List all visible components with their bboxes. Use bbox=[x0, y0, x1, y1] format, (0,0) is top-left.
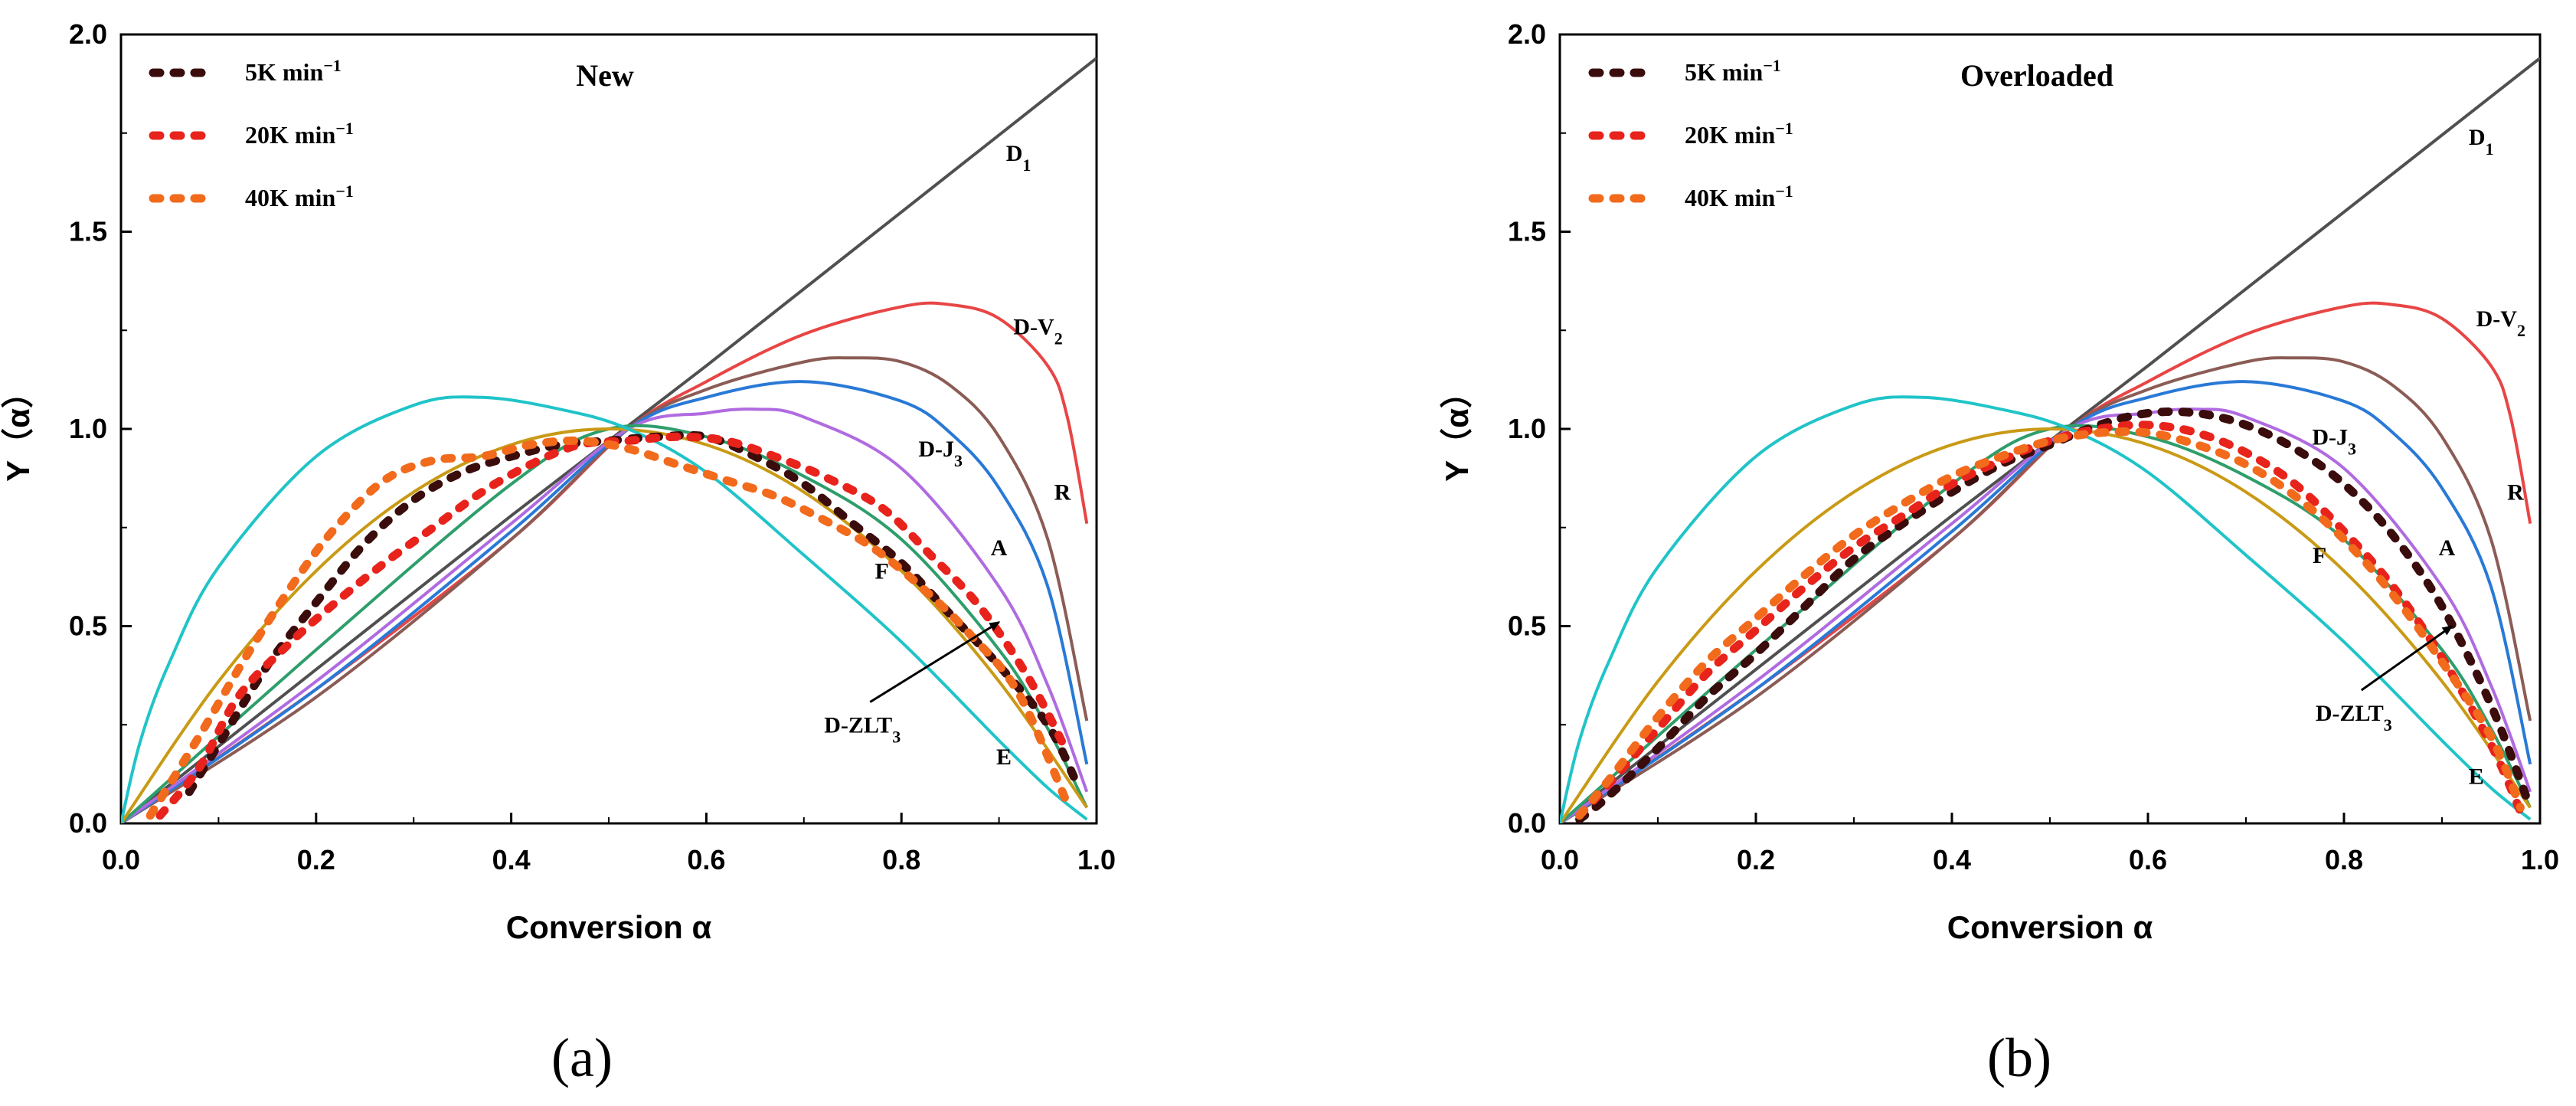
x-tick-label: 0.2 bbox=[1737, 844, 1775, 875]
curve-label-d-j3: D-J3 bbox=[2312, 425, 2356, 459]
model-curve-a bbox=[1560, 407, 2532, 823]
curve-label-e: E bbox=[996, 744, 1012, 770]
subfigure-label: (a) bbox=[551, 1027, 613, 1088]
model-curve-e bbox=[1560, 395, 2532, 823]
legend-label: 5K min−1 bbox=[245, 56, 342, 87]
y-tick-label: 2.0 bbox=[1508, 18, 1546, 50]
experimental-series-2 bbox=[1575, 420, 2525, 820]
x-tick-label: 0.8 bbox=[882, 844, 920, 875]
curve-label-r: R bbox=[1054, 480, 1071, 506]
curve-label-d-v2: D-V2 bbox=[1013, 314, 1062, 348]
x-tick-label: 0.2 bbox=[297, 844, 335, 875]
model-curve-d-j3 bbox=[121, 380, 1089, 823]
x-tick-label: 0.4 bbox=[492, 844, 531, 875]
x-axis-title: Conversion α bbox=[506, 909, 712, 945]
legend-label: 20K min−1 bbox=[1685, 119, 1793, 149]
curve-label-f: F bbox=[875, 559, 889, 584]
x-tick-label: 0.0 bbox=[102, 844, 140, 875]
curve-label-r: R bbox=[2507, 480, 2524, 506]
model-curve-d-v2 bbox=[121, 301, 1089, 823]
x-tick-label: 1.0 bbox=[2521, 844, 2559, 875]
curve-label-a: A bbox=[991, 535, 1008, 561]
curve-label-d-j3: D-J3 bbox=[918, 437, 963, 470]
annotation-label-d-zlt3: D-ZLT3 bbox=[2316, 701, 2392, 735]
y-tick-label: 0.5 bbox=[69, 610, 107, 642]
y-axis-title: Y（α） bbox=[1439, 376, 1475, 482]
annotation-label-d-zlt3: D-ZLT3 bbox=[824, 713, 901, 747]
y-tick-label: 1.0 bbox=[1508, 413, 1546, 444]
panel-title: Overloaded bbox=[1960, 58, 2113, 93]
model-curve-a bbox=[121, 407, 1089, 823]
x-tick-label: 0.6 bbox=[687, 844, 725, 875]
model-curve-r bbox=[1560, 356, 2532, 823]
model-curve-d-v2 bbox=[1560, 301, 2532, 823]
panel-a: 0.0 0.2 0.4 0.6 0.8 1.0 0.0 0.5 1.0 1.5 2.0 Convers… bbox=[0, 18, 1116, 945]
model-curve-r bbox=[121, 356, 1089, 823]
y-axis-title: Y（α） bbox=[0, 376, 36, 482]
curve-label-d1: D1 bbox=[2469, 125, 2494, 159]
legend-label: 40K min−1 bbox=[1685, 182, 1793, 212]
legend-label: 20K min−1 bbox=[245, 119, 354, 149]
legend-label: 40K min−1 bbox=[245, 182, 354, 212]
y-tick-label: 0.0 bbox=[1508, 807, 1546, 839]
y-tick-label: 1.5 bbox=[1508, 216, 1546, 247]
y-tick-label: 1.5 bbox=[69, 216, 107, 247]
x-axis-title: Conversion α bbox=[1947, 909, 2153, 945]
model-curve-f bbox=[121, 427, 1088, 823]
experimental-series-3 bbox=[145, 436, 1072, 820]
x-tick-label: 0.8 bbox=[2325, 844, 2363, 875]
y-tick-label: 1.0 bbox=[69, 413, 107, 444]
legend-label: 5K min−1 bbox=[1685, 56, 1781, 87]
panel-title: New bbox=[576, 58, 634, 93]
model-curve-e bbox=[121, 395, 1088, 823]
y-tick-label: 2.0 bbox=[69, 18, 107, 50]
experimental-series-3 bbox=[1575, 427, 2525, 820]
curve-label-d-v2: D-V2 bbox=[2476, 306, 2525, 340]
experimental-series-2 bbox=[155, 432, 1072, 820]
model-curve-f bbox=[1560, 427, 2532, 823]
x-tick-label: 0.0 bbox=[1541, 844, 1579, 875]
subfigure-label: (b) bbox=[1987, 1027, 2051, 1088]
experimental-series-1 bbox=[185, 430, 1081, 797]
curve-label-e: E bbox=[2469, 764, 2484, 790]
y-tick-label: 0.0 bbox=[69, 807, 107, 839]
curve-label-a: A bbox=[2439, 535, 2456, 561]
panel-b: 0.0 0.2 0.4 0.6 0.8 1.0 0.0 0.5 1.0 1.5 2.0 Convers… bbox=[1439, 18, 2559, 945]
model-curve-d-zlt3 bbox=[121, 424, 1089, 823]
annotation-arrow bbox=[2360, 625, 2453, 692]
x-tick-label: 0.6 bbox=[2129, 844, 2167, 875]
y-tick-label: 0.5 bbox=[1508, 610, 1546, 642]
x-tick-label: 1.0 bbox=[1077, 844, 1116, 875]
curve-label-d1: D1 bbox=[1006, 141, 1031, 175]
model-curve-d-j3 bbox=[1560, 380, 2532, 823]
curve-label-f: F bbox=[2313, 543, 2326, 568]
x-tick-label: 0.4 bbox=[1933, 844, 1971, 875]
annotation-arrow bbox=[869, 621, 1001, 703]
